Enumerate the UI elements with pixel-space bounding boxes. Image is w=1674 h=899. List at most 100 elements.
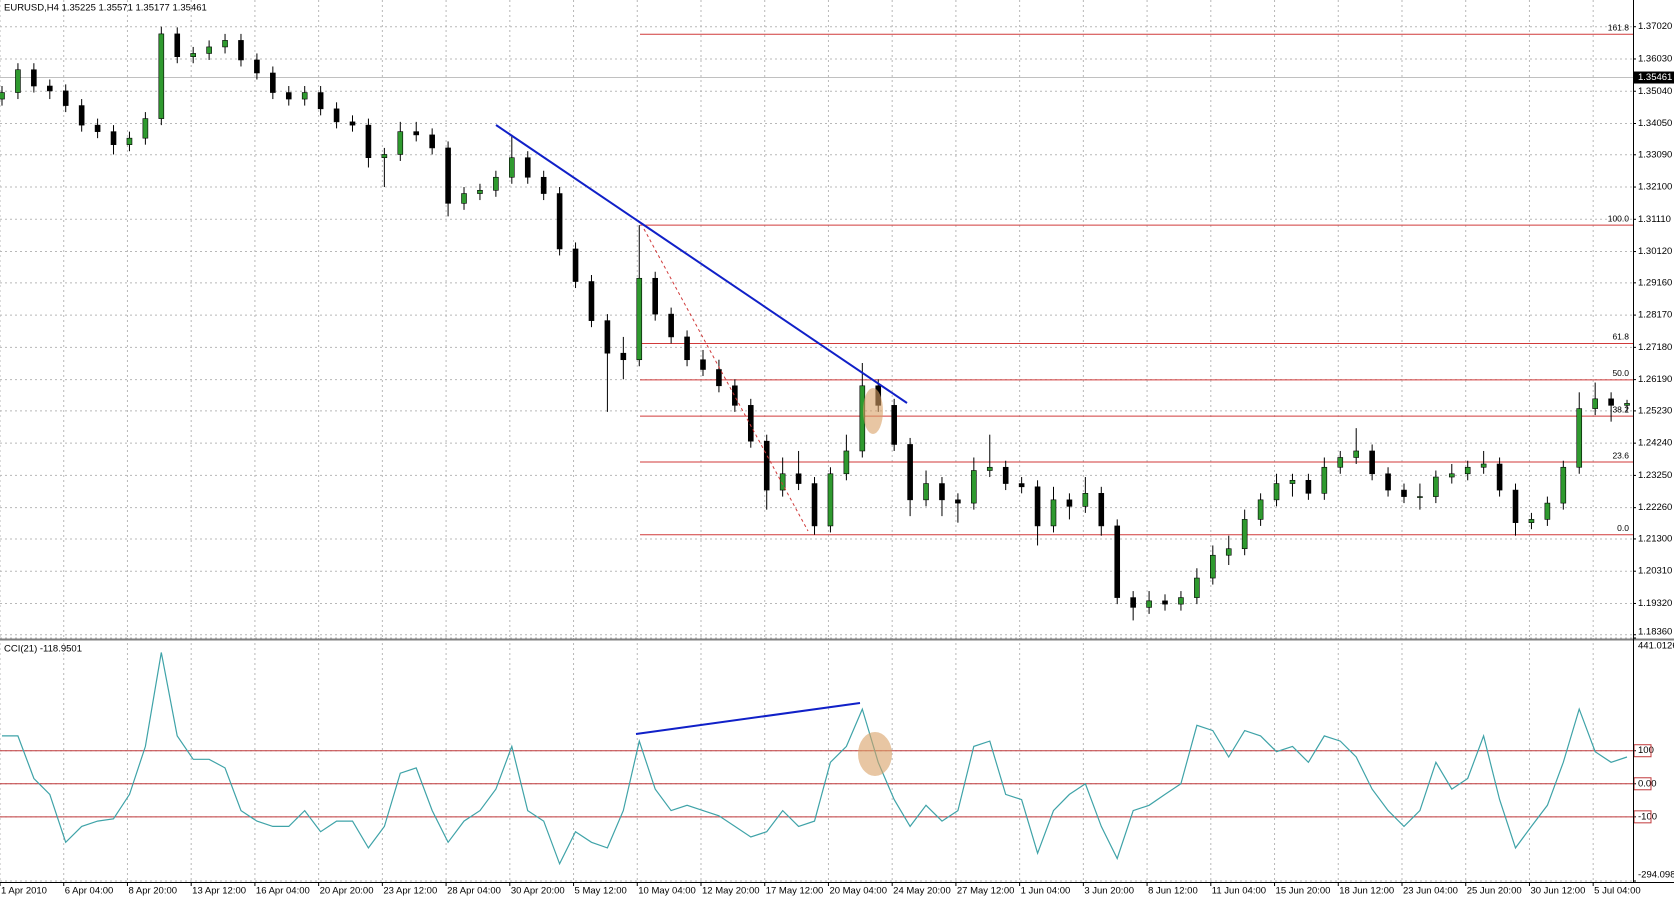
x-tick-label: 1 Apr 2010 bbox=[1, 886, 47, 897]
candle-body bbox=[1273, 483, 1280, 501]
y-tick-label: 1.34050 bbox=[1638, 118, 1672, 129]
x-tick-label: 15 Jun 20:00 bbox=[1276, 886, 1331, 897]
fib-label: 61.8 bbox=[1612, 332, 1629, 342]
x-tick-label: 28 Apr 04:00 bbox=[447, 886, 501, 897]
candle-body bbox=[1114, 525, 1121, 598]
candle-body bbox=[1050, 499, 1057, 527]
candle-body bbox=[0, 92, 5, 100]
y-tick-label: 1.32100 bbox=[1638, 182, 1672, 193]
candle-body bbox=[1337, 457, 1344, 468]
candle-body bbox=[1178, 597, 1184, 605]
y-tick-label: -100 bbox=[1638, 811, 1657, 822]
y-tick-label: 1.36030 bbox=[1638, 53, 1672, 64]
fib-label: 161.8 bbox=[1608, 22, 1630, 32]
candle-body bbox=[811, 483, 818, 527]
candle-body bbox=[1289, 479, 1296, 484]
grid-layer bbox=[0, 0, 1633, 882]
candle-body bbox=[1002, 466, 1009, 484]
candle-body bbox=[652, 277, 659, 315]
x-tick-label: 20 Apr 20:00 bbox=[320, 886, 374, 897]
candle-body bbox=[1528, 519, 1535, 523]
x-tick-label: 3 Jun 20:00 bbox=[1084, 886, 1134, 897]
candle-body bbox=[397, 131, 404, 155]
candle-body bbox=[206, 46, 212, 54]
x-tick-label: 10 May 04:00 bbox=[638, 886, 696, 897]
candle-body bbox=[381, 154, 388, 159]
x-tick-label: 5 May 12:00 bbox=[575, 886, 627, 897]
fib-label: 38.2 bbox=[1612, 404, 1629, 414]
candle-body bbox=[285, 92, 292, 100]
candle-body bbox=[1544, 502, 1551, 520]
marks-layer bbox=[0, 26, 1630, 866]
y-tick-label: 1.18360 bbox=[1638, 627, 1672, 638]
candle-body bbox=[31, 69, 37, 87]
candle-body bbox=[142, 118, 149, 139]
candle-body bbox=[971, 470, 977, 504]
candle-body bbox=[1066, 499, 1073, 507]
divergence-line bbox=[635, 702, 861, 735]
y-tick-label: 1.19320 bbox=[1638, 598, 1672, 609]
candle-body bbox=[732, 385, 738, 406]
candle-body bbox=[317, 92, 324, 110]
y-tick-label: 1.30120 bbox=[1638, 246, 1672, 257]
y-tick-label: 1.27180 bbox=[1638, 342, 1672, 353]
candle-body bbox=[1130, 597, 1136, 608]
chart-title: EURUSD,H4 1.35225 1.35571 1.35177 1.3546… bbox=[4, 3, 207, 14]
candle-body bbox=[429, 134, 435, 149]
x-tick-label: 24 May 20:00 bbox=[893, 886, 951, 897]
candle-body bbox=[238, 40, 244, 61]
candle-body bbox=[620, 352, 627, 361]
x-tick-label: 18 Jun 12:00 bbox=[1339, 886, 1394, 897]
candle-body bbox=[843, 450, 850, 475]
y-tick-label: 1.33090 bbox=[1638, 149, 1672, 160]
candle-body bbox=[1624, 403, 1630, 406]
highlight-ellipse bbox=[858, 732, 892, 776]
candle-body bbox=[684, 336, 690, 361]
candle-body bbox=[779, 473, 786, 491]
candle-body bbox=[46, 85, 53, 92]
candle-body bbox=[254, 59, 260, 74]
y-tick-label: 100 bbox=[1638, 745, 1654, 756]
y-tick-label: 1.25230 bbox=[1638, 405, 1672, 416]
candle-body bbox=[747, 405, 754, 442]
candle-body bbox=[636, 277, 643, 361]
candle-body bbox=[1592, 398, 1598, 409]
candle-body bbox=[365, 124, 372, 159]
x-tick-label: 8 Apr 20:00 bbox=[128, 886, 177, 897]
x-tick-label: 23 Jun 04:00 bbox=[1403, 886, 1458, 897]
y-tick-label: 1.31110 bbox=[1638, 214, 1671, 225]
y-tick-label: 1.22260 bbox=[1638, 502, 1672, 513]
y-tick-label: 0.00 bbox=[1638, 778, 1657, 789]
candle-body bbox=[827, 473, 834, 527]
current-price-label: 1.35461 bbox=[1638, 72, 1672, 83]
candle-body bbox=[1369, 450, 1375, 475]
trend-line bbox=[495, 124, 908, 404]
fib-label: 50.0 bbox=[1612, 368, 1629, 378]
candle-body bbox=[78, 105, 85, 126]
candle-body bbox=[795, 473, 802, 484]
candle-body bbox=[413, 131, 420, 136]
candle-body bbox=[270, 72, 276, 93]
candle-body bbox=[1098, 493, 1105, 527]
candle-body bbox=[158, 33, 165, 119]
fib-label: 23.6 bbox=[1612, 450, 1629, 460]
candle-body bbox=[1241, 519, 1248, 550]
candle-body bbox=[588, 281, 595, 321]
candle-body bbox=[174, 33, 181, 57]
candle-body bbox=[1082, 493, 1089, 507]
x-tick-label: 30 Apr 20:00 bbox=[511, 886, 565, 897]
candle-body bbox=[986, 466, 993, 471]
candle-body bbox=[572, 248, 579, 282]
candle-body bbox=[891, 405, 897, 445]
y-tick-label: 1.21300 bbox=[1638, 533, 1672, 544]
x-tick-label: 27 May 12:00 bbox=[957, 886, 1015, 897]
candle-body bbox=[493, 176, 499, 191]
candle-body bbox=[477, 189, 483, 194]
x-tick-label: 20 May 04:00 bbox=[829, 886, 887, 897]
y-tick-label: 1.29160 bbox=[1638, 277, 1672, 288]
x-tick-label: 23 Apr 12:00 bbox=[383, 886, 437, 897]
candle-body bbox=[1401, 489, 1407, 497]
x-tick-label: 16 Apr 04:00 bbox=[256, 886, 310, 897]
candle-body bbox=[110, 131, 117, 145]
